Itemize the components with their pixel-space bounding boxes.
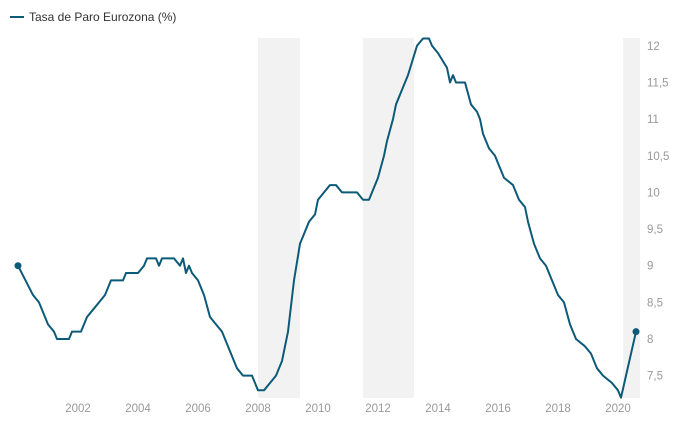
x-tick-label: 2016 bbox=[485, 403, 511, 415]
y-tick-label: 8,5 bbox=[647, 297, 663, 309]
y-tick-label: 9 bbox=[647, 261, 653, 273]
y-tick-label: 10,5 bbox=[647, 151, 669, 163]
y-tick-label: 11,5 bbox=[647, 77, 669, 89]
y-tick-label: 12 bbox=[647, 41, 660, 53]
y-tick-label: 9,5 bbox=[647, 224, 663, 236]
x-tick-label: 2008 bbox=[245, 403, 271, 415]
x-tick-label: 2020 bbox=[605, 403, 631, 415]
x-tick-label: 2014 bbox=[425, 403, 451, 415]
y-tick-label: 7,5 bbox=[647, 371, 663, 383]
x-tick-label: 2004 bbox=[125, 403, 151, 415]
x-tick-label: 2012 bbox=[365, 403, 391, 415]
y-tick-label: 11 bbox=[647, 114, 659, 126]
recession-band bbox=[363, 38, 414, 398]
y-tick-label: 8 bbox=[647, 334, 653, 346]
x-tick-label: 2010 bbox=[305, 403, 331, 415]
x-tick-label: 2006 bbox=[185, 403, 211, 415]
legend-swatch bbox=[10, 16, 24, 18]
end-marker bbox=[632, 328, 640, 336]
series-line bbox=[17, 37, 637, 399]
end-marker bbox=[14, 262, 22, 270]
x-tick-label: 2002 bbox=[65, 403, 91, 415]
legend: Tasa de Paro Eurozona (%) bbox=[10, 10, 176, 24]
recession-band bbox=[258, 38, 300, 398]
legend-label: Tasa de Paro Eurozona (%) bbox=[29, 10, 177, 24]
recession-band bbox=[623, 38, 640, 398]
x-tick-label: 2018 bbox=[545, 403, 571, 415]
y-tick-label: 10 bbox=[647, 187, 660, 199]
